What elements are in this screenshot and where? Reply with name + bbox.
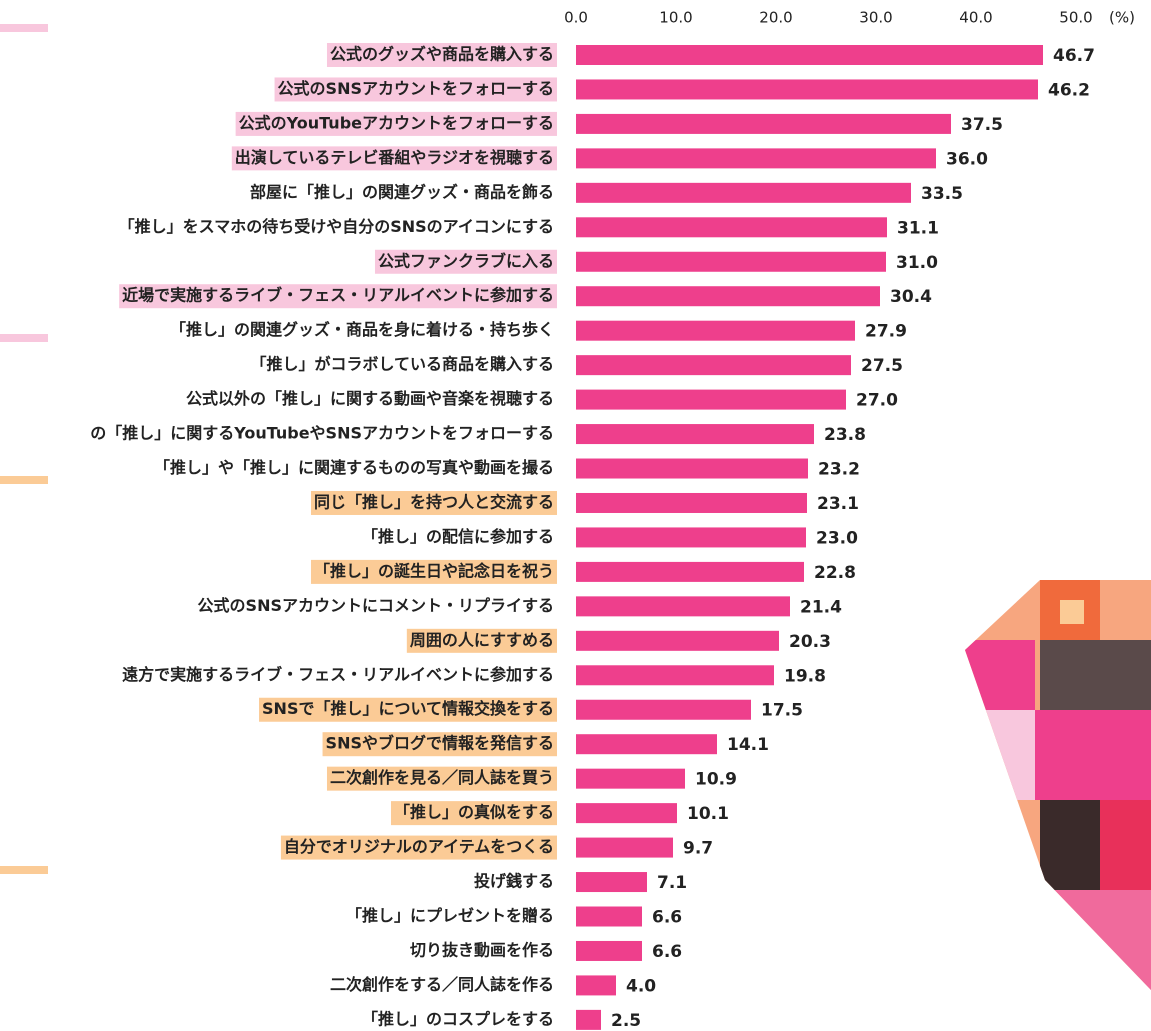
value-label: 6.6 xyxy=(652,942,682,962)
bar xyxy=(576,493,807,513)
category-label: 切り抜き動画を作る xyxy=(410,940,554,959)
category-label: 投げ銭する xyxy=(474,872,554,891)
value-label: 27.9 xyxy=(865,322,907,342)
category-label: 「推し」の関連グッズ・商品を身に着ける・持ち歩く xyxy=(170,320,554,339)
category-label: 出演しているテレビ番組やラジオを視聴する xyxy=(235,148,554,167)
category-label: 二次創作をする／同人誌を作る xyxy=(330,975,554,994)
category-label: 公式ファンクラブに入る xyxy=(378,251,554,270)
x-tick-label: 50.0 xyxy=(1059,9,1092,27)
bar xyxy=(576,286,880,306)
value-label: 36.0 xyxy=(946,149,988,169)
value-label: 20.3 xyxy=(789,632,831,652)
value-label: 23.8 xyxy=(824,425,866,445)
category-label: SNSやブログで情報を発信する xyxy=(326,734,554,753)
x-tick-label: 40.0 xyxy=(959,9,992,27)
category-label: 近場で実施するライブ・フェス・リアルイベントに参加する xyxy=(122,286,554,305)
bar xyxy=(576,734,717,754)
value-label: 46.7 xyxy=(1053,46,1095,66)
bar xyxy=(576,217,887,237)
bar xyxy=(576,872,647,892)
value-label: 14.1 xyxy=(727,735,769,755)
bar xyxy=(576,941,642,961)
value-label: 30.4 xyxy=(890,287,932,307)
bar xyxy=(576,803,677,823)
bar xyxy=(576,79,1038,99)
value-label: 23.2 xyxy=(818,460,860,480)
bar xyxy=(576,355,851,375)
category-label: 公式以外の「推し」に関する動画や音楽を視聴する xyxy=(186,389,554,408)
bar xyxy=(576,838,673,858)
value-label: 22.8 xyxy=(814,563,856,583)
bar xyxy=(576,114,951,134)
value-label: 10.1 xyxy=(687,804,729,824)
x-tick-label: 0.0 xyxy=(564,9,588,27)
value-label: 27.0 xyxy=(856,391,898,411)
bar xyxy=(576,527,806,547)
bar xyxy=(576,975,616,995)
category-label: の「推し」に関するYouTubeやSNSアカウントをフォローする xyxy=(90,424,554,443)
x-tick-label: 20.0 xyxy=(759,9,792,27)
value-label: 19.8 xyxy=(784,666,826,686)
category-label: 遠方で実施するライブ・フェス・リアルイベントに参加する xyxy=(122,665,554,684)
category-label: 「推し」をスマホの待ち受けや自分のSNSのアイコンにする xyxy=(119,217,554,236)
bar xyxy=(576,321,855,341)
bar xyxy=(576,665,774,685)
bar xyxy=(576,183,911,203)
value-label: 37.5 xyxy=(961,115,1003,135)
category-label: 公式のSNSアカウントをフォローする xyxy=(278,79,554,98)
x-tick-label: 30.0 xyxy=(859,9,892,27)
value-label: 31.0 xyxy=(896,253,938,273)
x-tick-label: 10.0 xyxy=(659,9,692,27)
bar xyxy=(576,252,886,272)
value-label: 33.5 xyxy=(921,184,963,204)
bar xyxy=(576,631,779,651)
value-label: 10.9 xyxy=(695,770,737,790)
value-label: 21.4 xyxy=(800,597,842,617)
bar xyxy=(576,1010,601,1030)
chart: (%) 0.0 10.0 20.0 30.0 40.0 50.0 公式のグッズや商品を購入す… xyxy=(0,0,1151,1031)
category-label: 公式のYouTubeアカウントをフォローする xyxy=(239,113,554,132)
category-label: 「推し」の真似をする xyxy=(394,803,554,822)
category-label: 部屋に「推し」の関連グッズ・商品を飾る xyxy=(250,182,554,201)
bar xyxy=(576,907,642,927)
value-label: 46.2 xyxy=(1048,80,1090,100)
bar xyxy=(576,596,790,616)
value-label: 23.0 xyxy=(816,528,858,548)
value-label: 9.7 xyxy=(683,839,713,859)
decoration xyxy=(0,24,1151,1000)
category-label: 「推し」や「推し」に関連するものの写真や動画を撮る xyxy=(154,458,554,477)
bar xyxy=(576,769,685,789)
category-label: 「推し」にプレゼントを贈る xyxy=(346,906,554,925)
category-label: 「推し」のコスプレをする xyxy=(362,1009,554,1028)
category-label: SNSで「推し」について情報交換をする xyxy=(262,699,554,718)
category-label: 「推し」の誕生日や記念日を祝う xyxy=(314,561,554,580)
category-label: 公式のSNSアカウントにコメント・リプライする xyxy=(198,596,554,615)
bar xyxy=(576,700,751,720)
bar xyxy=(576,148,936,168)
value-label: 2.5 xyxy=(611,1011,641,1031)
value-label: 17.5 xyxy=(761,701,803,721)
value-label: 23.1 xyxy=(817,494,859,514)
category-label: 同じ「推し」を持つ人と交流する xyxy=(314,492,554,511)
bar xyxy=(576,459,808,479)
category-label: 公式のグッズや商品を購入する xyxy=(330,45,554,64)
bar xyxy=(576,424,814,444)
category-label: 自分でオリジナルのアイテムをつくる xyxy=(284,837,554,856)
value-label: 7.1 xyxy=(657,873,687,893)
category-label: 「推し」の配信に参加する xyxy=(362,527,554,546)
category-label: 「推し」がコラボしている商品を購入する xyxy=(250,355,554,374)
bar xyxy=(576,390,846,410)
bar xyxy=(576,562,804,582)
category-label: 二次創作を見る／同人誌を買う xyxy=(330,768,554,787)
value-label: 27.5 xyxy=(861,356,903,376)
category-label: 周囲の人にすすめる xyxy=(410,630,554,649)
value-label: 4.0 xyxy=(626,976,656,996)
value-label: 31.1 xyxy=(897,218,939,238)
x-unit: (%) xyxy=(1109,9,1135,27)
bar xyxy=(576,45,1043,65)
value-label: 6.6 xyxy=(652,908,682,928)
